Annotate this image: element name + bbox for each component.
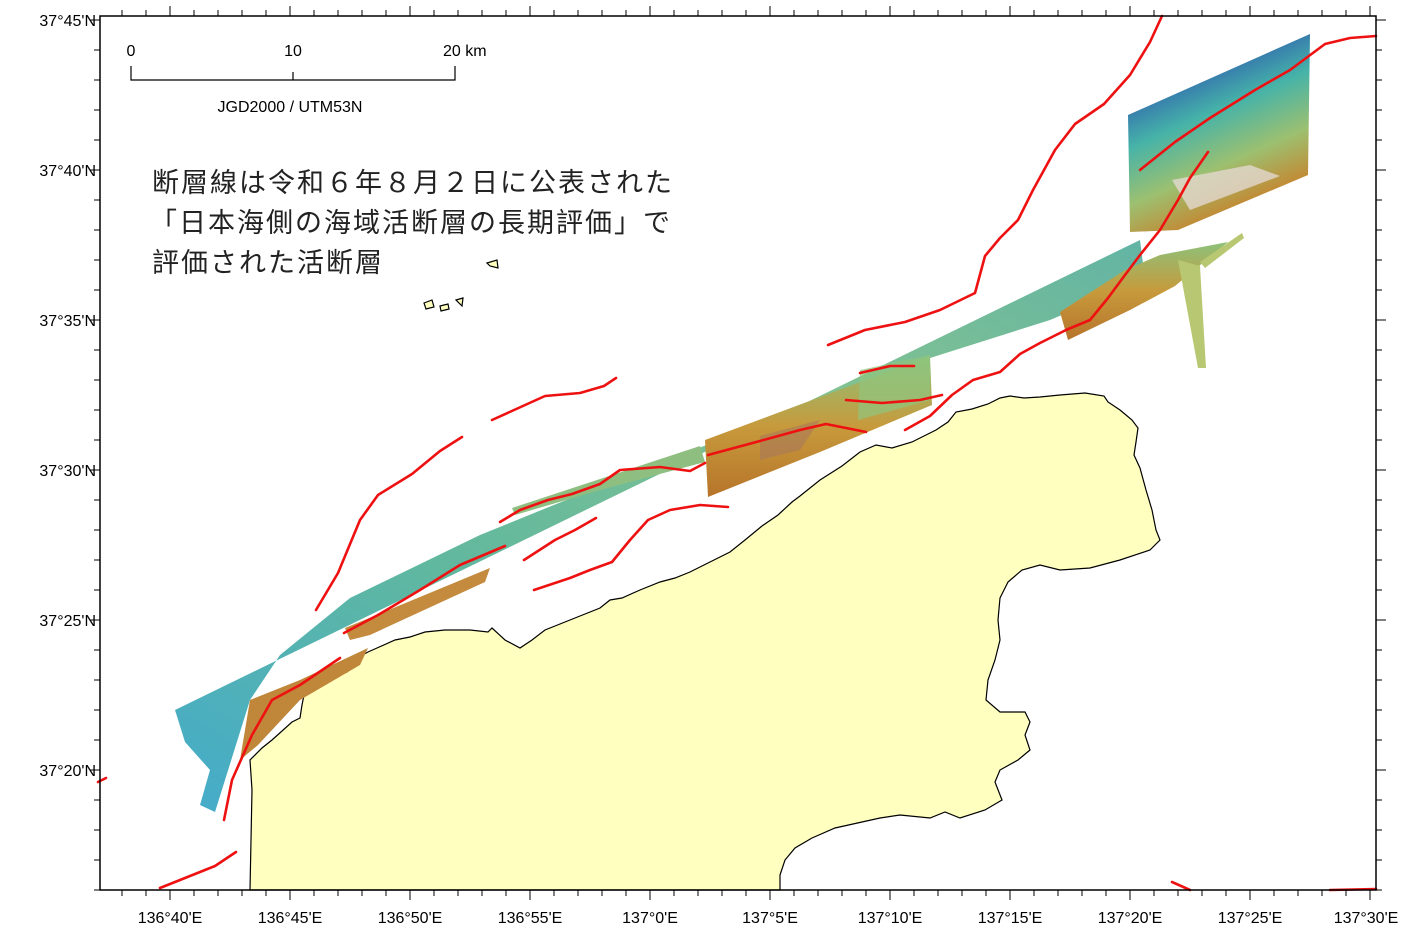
land-area	[249, 259, 1161, 891]
annotation-line: 評価された活断層	[152, 248, 384, 279]
lat-label: 37°25'N	[39, 613, 96, 630]
lat-label: 37°45'N	[39, 13, 96, 30]
latitude-labels: 37°45'N 37°40'N 37°35'N 37°30'N 37°25'N …	[39, 13, 96, 780]
fault-annotation: 断層線は令和６年８月２日に公表された 「日本海側の海域活断層の長期評価」で 評価…	[150, 168, 674, 279]
scale-projection-label: JGD2000 / UTM53N	[218, 99, 363, 116]
annotation-line: 「日本海側の海域活断層の長期評価」で	[150, 208, 672, 239]
lon-label: 137°0'E	[622, 910, 678, 927]
scale-tick-label: 10	[284, 43, 302, 60]
lon-label: 136°45'E	[258, 910, 323, 927]
scale-tick-label: 20 km	[443, 43, 487, 60]
lon-label: 137°10'E	[858, 910, 923, 927]
lon-label: 136°40'E	[138, 910, 203, 927]
lon-label: 137°20'E	[1098, 910, 1163, 927]
scale-tick-label: 0	[127, 43, 136, 60]
lat-label: 37°30'N	[39, 463, 96, 480]
scale-bar-line	[130, 66, 456, 81]
longitude-labels: 136°40'E 136°45'E 136°50'E 136°55'E 137°…	[138, 910, 1399, 927]
lat-label: 37°35'N	[39, 313, 96, 330]
lon-label: 137°30'E	[1334, 910, 1399, 927]
lat-label: 37°40'N	[39, 163, 96, 180]
lat-label: 37°20'N	[39, 763, 96, 780]
map-frame	[99, 15, 1377, 891]
lon-label: 137°5'E	[742, 910, 798, 927]
graticule-ticks	[90, 6, 1386, 900]
lon-label: 136°55'E	[498, 910, 563, 927]
annotation-line: 断層線は令和６年８月２日に公表された	[152, 168, 674, 199]
scale-bar: 0 10 20 km JGD2000 / UTM53N	[127, 43, 487, 116]
lon-label: 136°50'E	[378, 910, 443, 927]
lon-label: 137°25'E	[1218, 910, 1283, 927]
lon-label: 137°15'E	[978, 910, 1043, 927]
